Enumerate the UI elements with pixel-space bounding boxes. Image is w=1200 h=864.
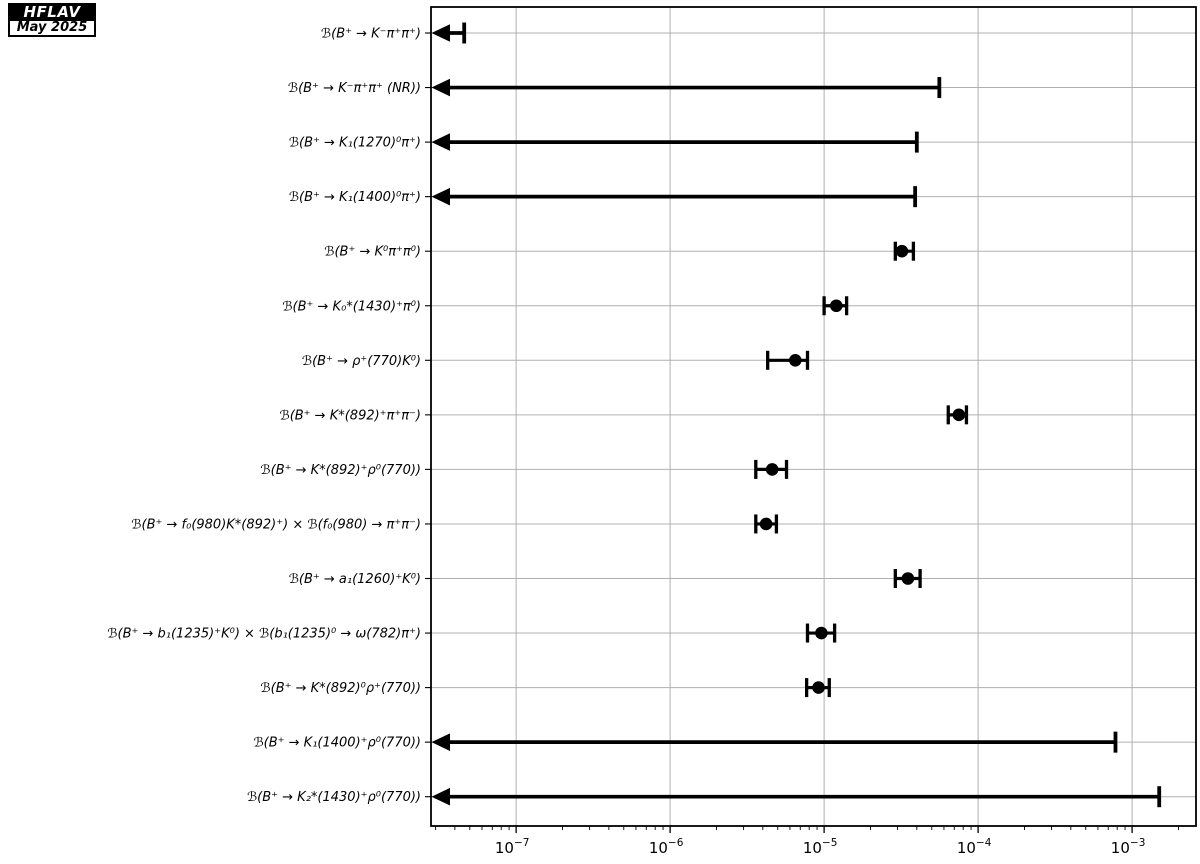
data-point bbox=[895, 244, 909, 258]
row-label: ℬ(B⁺ → K₁(1270)⁰π⁺) bbox=[289, 136, 421, 151]
row-label: ℬ(B⁺ → K⁰π⁺π⁰) bbox=[324, 245, 421, 260]
hflav-logo-date: May 2025 bbox=[8, 21, 96, 37]
data-point bbox=[812, 681, 825, 694]
row-label: ℬ(B⁺ → K*(892)⁺ρ⁰(770)) bbox=[260, 463, 421, 478]
row-label: ℬ(B⁺ → K⁻π⁺π⁺) bbox=[321, 27, 421, 42]
plot-border bbox=[430, 6, 1197, 827]
x-tick-label: 10−5 bbox=[803, 837, 838, 857]
row-label: ℬ(B⁺ → K₂*(1430)⁺ρ⁰(770)) bbox=[247, 790, 421, 805]
x-tick-label: 10−3 bbox=[1111, 837, 1146, 857]
x-tick-label: 10−7 bbox=[495, 837, 530, 857]
data-point bbox=[759, 517, 773, 531]
upper-limit-left-arrow-icon bbox=[431, 78, 450, 97]
data-point bbox=[830, 299, 843, 313]
upper-limit-left-arrow-icon bbox=[431, 187, 450, 206]
row-label: ℬ(B⁺ → f₀(980)K*(892)⁺) × ℬ(f₀(980) → π⁺… bbox=[131, 517, 421, 532]
row-label: ℬ(B⁺ → ρ⁺(770)K⁰) bbox=[302, 354, 421, 369]
upper-limit-left-arrow-icon bbox=[431, 133, 450, 151]
data-point bbox=[789, 354, 802, 367]
row-label: ℬ(B⁺ → K*(892)⁺π⁺π⁻) bbox=[279, 408, 421, 423]
row-label: ℬ(B⁺ → K*(892)⁰ρ⁺(770)) bbox=[260, 681, 421, 696]
data-point bbox=[765, 463, 779, 476]
upper-limit-left-arrow-icon bbox=[431, 733, 450, 751]
x-tick-label: 10−6 bbox=[649, 837, 684, 857]
x-tick-label: 10−4 bbox=[957, 837, 992, 857]
hflav-logo: HFLAV May 2025 bbox=[8, 3, 96, 37]
hflav-logo-title: HFLAV bbox=[8, 3, 96, 21]
data-point bbox=[952, 408, 966, 422]
row-label: ℬ(B⁺ → K₁(1400)⁺ρ⁰(770)) bbox=[253, 736, 421, 751]
upper-limit-left-arrow-icon bbox=[431, 787, 450, 806]
row-label: ℬ(B⁺ → K₀*(1430)⁺π⁰) bbox=[282, 299, 421, 314]
row-label: ℬ(B⁺ → K₁(1400)⁰π⁺) bbox=[289, 190, 421, 205]
data-point bbox=[901, 572, 915, 585]
row-label: ℬ(B⁺ → K⁻π⁺π⁺ (NR)) bbox=[288, 81, 421, 96]
data-point bbox=[815, 626, 828, 640]
row-label: ℬ(B⁺ → b₁(1235)⁺K⁰) × ℬ(b₁(1235)⁰ → ω(78… bbox=[107, 627, 421, 642]
row-label: ℬ(B⁺ → a₁(1260)⁺K⁰) bbox=[289, 572, 421, 587]
upper-limit-left-arrow-icon bbox=[431, 24, 450, 42]
